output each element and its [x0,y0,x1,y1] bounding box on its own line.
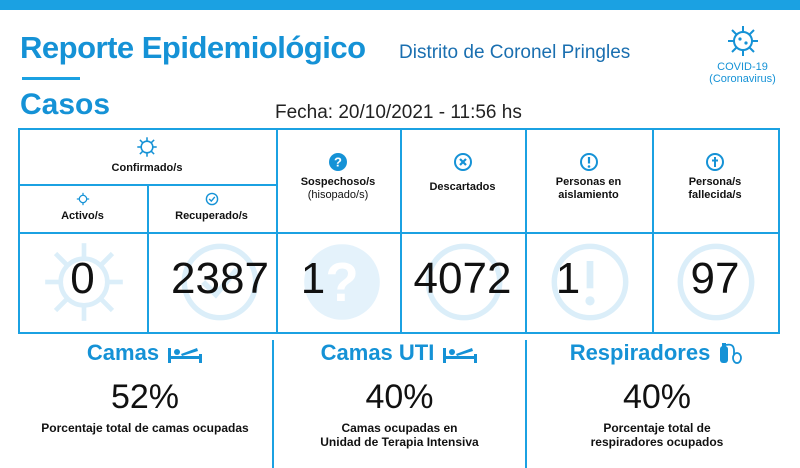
svg-text:?: ? [334,155,342,170]
page-title: Reporte Epidemiológico [20,30,366,65]
recuperados-value: 2387 [171,254,269,303]
respiradores-description-line1: Porcentaje total de [603,421,711,435]
respiradores-description-line2: respiradores ocupados [590,435,724,449]
grid-line [276,128,278,334]
camas-value: 52% [110,378,180,416]
recuperados-label: Recuperado/s [175,210,248,222]
virus-icon [76,192,89,206]
aislamiento-value: 1 [555,254,581,303]
camas-uti-title: Camas UTI [320,340,435,365]
grid-line [400,128,402,334]
sospechosos-header: ? Sospechoso/s (hisopado/s) [276,152,400,202]
fallecidos-value: 97 [690,254,740,303]
cross-circle-icon [706,153,724,171]
sospechosos-label: Sospechoso/s [300,176,376,188]
grid-line [147,184,149,334]
camas-uti-panel: Camas UTI 40% Camas ocupadas en Unidad d… [274,340,525,449]
svg-text:?: ? [325,252,358,313]
activos-label: Activo/s [61,210,104,222]
camas-uti-value: 40% [365,378,434,416]
section-divider [272,340,274,468]
exclamation-circle-icon [579,153,598,171]
title-underline [22,77,80,80]
grid-line [778,128,780,334]
cross-circle-watermark-icon [677,243,755,321]
top-accent-bar [0,0,800,10]
question-circle-icon: ? [329,153,347,171]
x-circle-watermark-icon [425,243,503,321]
district-subtitle: Distrito de Coronel Pringles [399,42,631,63]
descartados-header: Descartados [400,152,525,194]
check-circle-watermark-icon [181,243,259,321]
respiradores-panel: Respiradores 40% Porcentaje total de res… [527,340,787,449]
respiradores-title: Respiradores [569,340,711,365]
grid-line [18,232,780,234]
sospechosos-value: 1 [300,254,326,303]
covid-badge: COVID-19 (Coronavirus) [690,24,795,85]
camas-panel: Camas 52% Porcentaje total de camas ocup… [18,340,272,435]
report-date: Fecha: 20/10/2021 - 11:56 hs [275,102,522,123]
camas-uti-description-line2: Unidad de Terapia Intensiva [320,435,479,449]
activos-header: Activo/s [18,192,147,223]
virus-icon [137,137,157,157]
aislamiento-label: Personas en [555,176,622,188]
grid-line [18,332,780,334]
confirmados-header: Confirmado/s [18,136,276,175]
covid-label: COVID-19 [717,61,768,73]
grid-line [18,128,20,334]
cases-grid: Confirmado/s Activo/s Recuperado/s ? Sos… [18,128,780,334]
grid-line [525,128,527,334]
exclamation-circle-watermark-icon [551,243,629,321]
section-title-casos: Casos [20,88,111,121]
grid-line [18,128,780,130]
camas-title: Camas [86,340,160,365]
descartados-value: 4072 [413,254,512,303]
question-circle-watermark-icon: ? [304,244,380,320]
descartados-label: Descartados [429,181,496,193]
bed-icon [168,348,203,363]
x-circle-icon [453,153,472,171]
sospechosos-sublabel: (hisopado/s) [307,189,369,201]
section-divider [525,340,527,468]
recuperados-header: Recuperado/s [147,192,276,223]
bed-icon [443,348,478,363]
aislamiento-header: Personas en aislamiento [525,152,652,202]
check-circle-icon [205,192,218,206]
respiradores-value: 40% [622,378,692,416]
oxygen-tank-icon [720,343,743,364]
grid-line [652,128,654,334]
virus-watermark-icon [45,243,123,321]
confirmados-label: Confirmado/s [111,162,183,174]
camas-uti-description-line1: Camas ocupadas en [341,421,458,435]
aislamiento-sublabel: aislamiento [558,189,619,201]
fallecidos-label: Persona/s [688,176,742,188]
camas-description: Porcentaje total de camas ocupadas [41,421,249,435]
covid-sublabel: (Coronavirus) [709,73,776,85]
fallecidos-sublabel: fallecida/s [688,189,742,201]
virus-icon [727,26,758,56]
activos-value: 0 [70,254,95,303]
fallecidos-header: Persona/s fallecida/s [652,152,778,202]
